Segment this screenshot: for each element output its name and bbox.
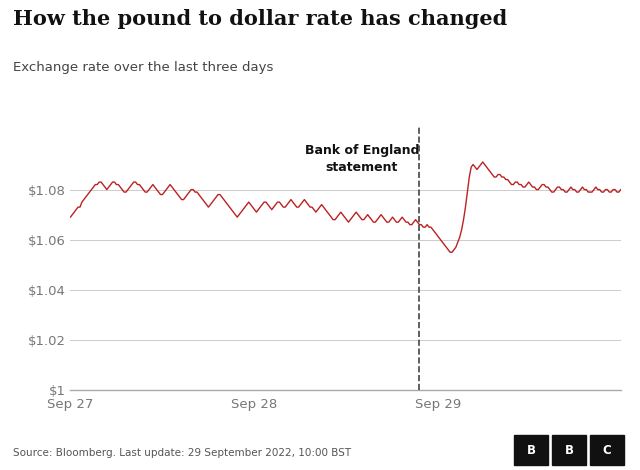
FancyBboxPatch shape <box>552 435 586 465</box>
Text: Source: Bloomberg. Last update: 29 September 2022, 10:00 BST: Source: Bloomberg. Last update: 29 Septe… <box>13 448 351 458</box>
Text: Exchange rate over the last three days: Exchange rate over the last three days <box>13 61 273 74</box>
Text: B: B <box>564 444 573 456</box>
FancyBboxPatch shape <box>590 435 624 465</box>
Text: B: B <box>527 444 536 456</box>
Text: C: C <box>603 444 611 456</box>
FancyBboxPatch shape <box>515 435 548 465</box>
Text: How the pound to dollar rate has changed: How the pound to dollar rate has changed <box>13 9 507 30</box>
Text: Bank of England
statement: Bank of England statement <box>305 144 419 174</box>
